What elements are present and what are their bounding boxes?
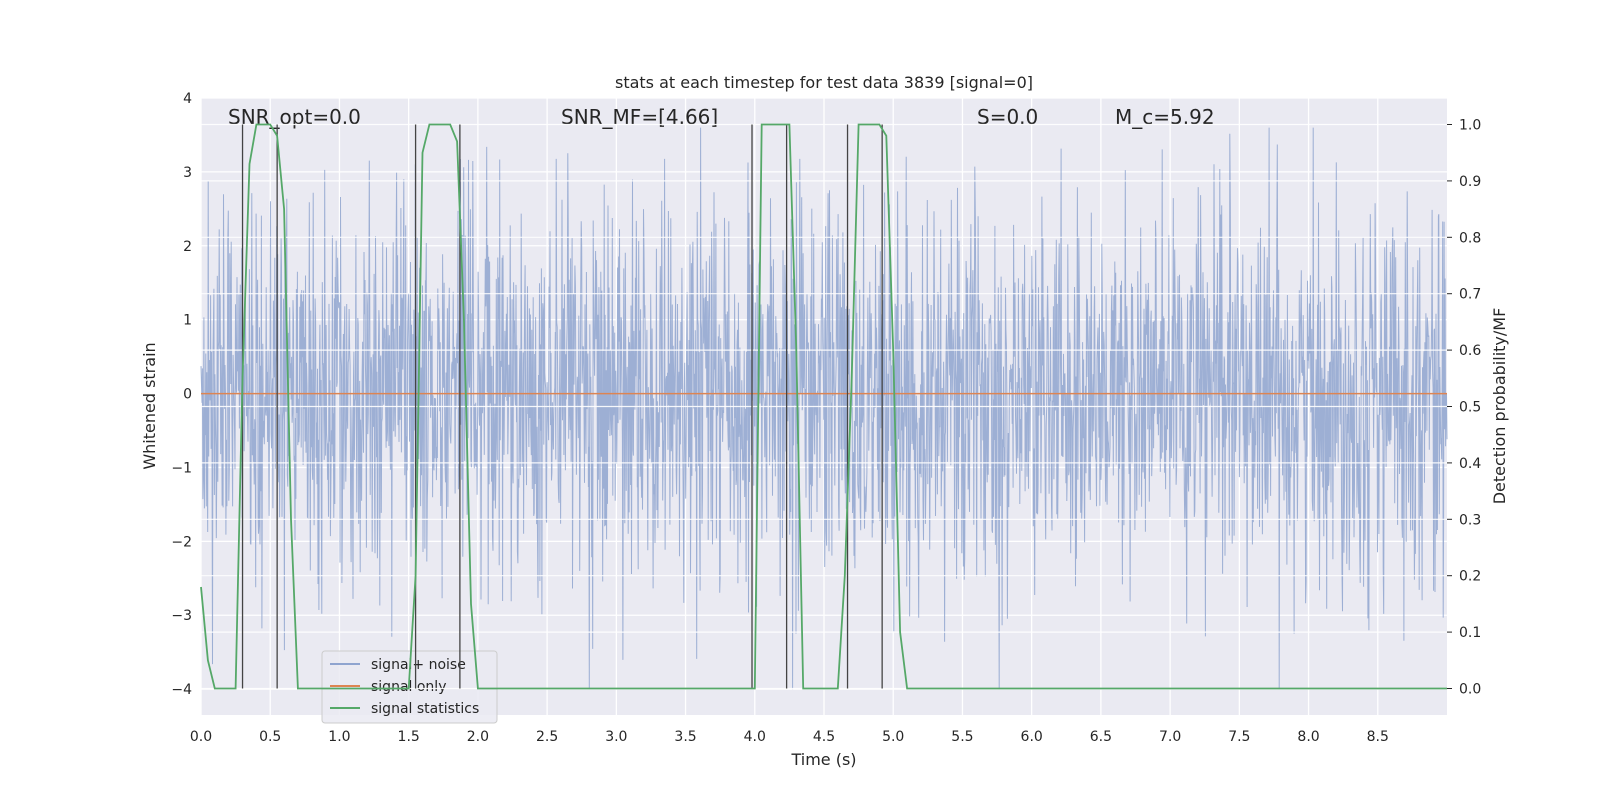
x-tick-label: 8.0: [1297, 729, 1319, 745]
y2-tick-label: 0.7: [1459, 287, 1481, 303]
y-tick-label: −2: [171, 534, 192, 550]
y-tick-labels: 4 3 2 1 0 −1 −2 −3 −4: [171, 91, 192, 698]
x-tick-label: 5.5: [951, 729, 973, 745]
y2-tick-label: 0.4: [1459, 456, 1481, 472]
x-tick-label: 2.0: [467, 729, 489, 745]
y-tick-label: 0: [183, 387, 192, 403]
x-tick-label: 0.0: [190, 729, 212, 745]
x-tick-label: 3.5: [674, 729, 696, 745]
y-tick-label: −4: [171, 682, 192, 698]
x-tick-label: 4.5: [813, 729, 835, 745]
y2-tick-labels: 1.0 0.9 0.8 0.7 0.6 0.5 0.4 0.3 0.2 0.1 0.0: [1447, 118, 1481, 697]
chart-title: stats at each timestep for test data 383…: [615, 73, 1033, 92]
y-tick-label: 3: [183, 165, 192, 181]
y2-tick-label: 0.5: [1459, 400, 1481, 416]
y2-axis-label: Detection probability/MF: [1490, 308, 1509, 505]
x-tick-label: 3.0: [605, 729, 627, 745]
noise-line: [200, 127, 1448, 690]
y2-tick-label: 0.6: [1459, 343, 1481, 359]
x-tick-label: 1.5: [398, 729, 420, 745]
x-axis-label: Time (s): [790, 750, 856, 769]
x-tick-label: 6.5: [1090, 729, 1112, 745]
y-tick-label: 1: [183, 313, 192, 329]
statistics-line: [200, 123, 1447, 690]
signal-noise-series: [200, 127, 1448, 690]
x-tick-label: 8.5: [1367, 729, 1389, 745]
x-tick-label: 0.5: [259, 729, 281, 745]
legend-label-statistics: signal statistics: [371, 701, 479, 717]
y2-tick-label: 0.8: [1459, 230, 1481, 246]
y2-tick-label: 0.9: [1459, 174, 1481, 190]
x-tick-labels: 0.0 0.5 1.0 1.5 2.0 2.5 3.0 3.5 4.0 4.5 5.0 5.5 6.0 6…: [190, 729, 1389, 745]
x-tick-label: 6.0: [1021, 729, 1043, 745]
x-tick-label: 5.0: [882, 729, 904, 745]
x-tick-label: 7.5: [1228, 729, 1250, 745]
y-axis-label: Whitened strain: [140, 342, 159, 469]
x-tick-label: 2.5: [536, 729, 558, 745]
y-tick-label: 2: [183, 239, 192, 255]
annotation-snr-opt: SNR_opt=0.0: [228, 105, 361, 129]
y-tick-label: 4: [183, 91, 192, 107]
y2-tick-label: 0.2: [1459, 569, 1481, 585]
legend-label-noise: signal+ noise: [371, 657, 466, 673]
y2-tick-label: 0.1: [1459, 625, 1481, 641]
y-tick-label: −1: [171, 460, 192, 476]
x-tick-label: 4.0: [744, 729, 766, 745]
signal-statistics-series: [200, 123, 1447, 690]
x-tick-label: 1.0: [328, 729, 350, 745]
annotation-mc: M_c=5.92: [1115, 105, 1215, 129]
y2-tick-label: 0.3: [1459, 512, 1481, 528]
annotation-snr-mf: SNR_MF=[4.66]: [561, 105, 718, 129]
y2-tick-label: 0.0: [1459, 681, 1481, 697]
x-tick-label: 7.0: [1159, 729, 1181, 745]
annotation-s: S=0.0: [977, 105, 1038, 129]
y2-tick-label: 1.0: [1459, 118, 1481, 134]
y-tick-label: −3: [171, 608, 192, 624]
